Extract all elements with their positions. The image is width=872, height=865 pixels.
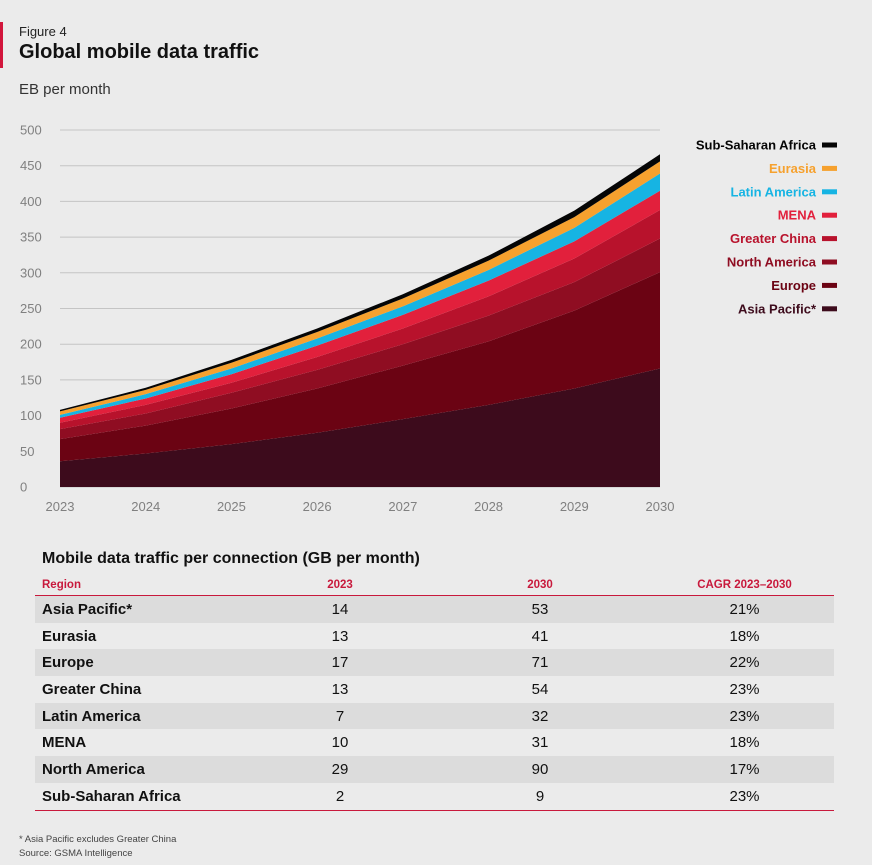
y-tick-label: 200 [20, 337, 42, 352]
x-axis-ticks: 2023 2024 2025 2026 2027 2028 2029 2030 [46, 499, 675, 514]
table-title: Mobile data traffic per connection (GB p… [42, 550, 420, 567]
cell-2023: 2 [255, 782, 425, 811]
y-tick-label: 50 [20, 444, 34, 459]
chart-areas [60, 154, 660, 487]
cell-region: Europe [35, 649, 255, 677]
y-tick-label: 250 [20, 301, 42, 316]
cell-cagr: 23% [729, 680, 760, 698]
chart-legend: Sub-Saharan Africa Eurasia Latin America ME… [696, 138, 837, 316]
cell-2030: 54 [531, 680, 549, 698]
source-note: Source: GSMA Intelligence [19, 848, 133, 859]
accent-bar [0, 22, 3, 68]
x-tick-label: 2025 [217, 499, 246, 514]
y-tick-label: 400 [20, 194, 42, 209]
y-tick-label: 300 [20, 265, 42, 280]
cell-region: Asia Pacific* [35, 595, 255, 623]
x-tick-label: 2030 [646, 499, 675, 514]
y-tick-label: 0 [20, 480, 27, 495]
legend-label: Asia Pacific* [738, 301, 817, 316]
table-row: MENA 10 31 18% [35, 729, 834, 756]
table-row: Greater China 13 54 23% [35, 676, 834, 703]
legend-swatch [822, 212, 837, 218]
cell-2023: 13 [331, 627, 349, 645]
legend-label: Sub-Saharan Africa [696, 138, 817, 153]
legend-label: MENA [778, 208, 817, 223]
legend-swatch [822, 165, 837, 171]
legend-label: Greater China [730, 231, 817, 246]
cell-2030: 71 [425, 649, 655, 677]
y-tick-label: 100 [20, 408, 42, 423]
cell-2030: 53 [425, 595, 655, 623]
cell-2023: 13 [331, 680, 349, 698]
cell-2023: 7 [255, 702, 425, 730]
legend-label: Eurasia [769, 161, 817, 176]
table-row: Latin America 7 32 23% [35, 702, 834, 730]
cell-cagr: 22% [655, 649, 834, 677]
legend-label: Europe [771, 278, 816, 293]
table-row: Sub-Saharan Africa 2 9 23% [35, 782, 834, 811]
cell-cagr: 18% [729, 627, 760, 645]
table-row: North America 29 90 17% [35, 756, 834, 783]
cell-region: Eurasia [42, 627, 97, 645]
cell-2030: 90 [425, 756, 655, 783]
cell-cagr: 21% [655, 595, 834, 623]
y-tick-label: 150 [20, 372, 42, 387]
table-row: Asia Pacific* 14 53 21% [35, 595, 834, 623]
header-2030: 2030 [425, 576, 655, 596]
footnote: * Asia Pacific excludes Greater China [19, 834, 177, 845]
cell-region: MENA [42, 734, 87, 752]
legend-swatch [822, 142, 837, 148]
cell-region: Sub-Saharan Africa [35, 782, 255, 811]
table-header-row: Region 2023 2030 CAGR 2023–2030 [35, 576, 834, 596]
legend-swatch [822, 236, 837, 242]
y-axis-ticks: 0 50 100 150 200 250 300 350 400 450 500 [20, 123, 42, 495]
cell-cagr: 23% [655, 702, 834, 730]
legend-swatch [822, 259, 837, 265]
x-tick-label: 2028 [474, 499, 503, 514]
x-tick-label: 2023 [46, 499, 75, 514]
cell-region: North America [35, 756, 255, 783]
area-europe [60, 272, 660, 462]
traffic-per-connection-table: Region 2023 2030 CAGR 2023–2030 Asia Pac… [35, 576, 834, 811]
cell-cagr: 23% [655, 782, 834, 811]
x-tick-label: 2029 [560, 499, 589, 514]
table-row: Eurasia 13 41 18% [35, 623, 834, 650]
cell-region: Greater China [42, 680, 142, 698]
cell-2023: 14 [255, 595, 425, 623]
legend-label: North America [727, 255, 817, 270]
figure-label: Figure 4 [19, 24, 67, 39]
cell-cagr: 17% [655, 756, 834, 783]
header-2023: 2023 [255, 576, 425, 596]
header-cagr: CAGR 2023–2030 [655, 576, 834, 596]
legend-label: Latin America [731, 184, 817, 199]
legend-swatch [822, 282, 837, 288]
cell-2023: 10 [331, 734, 349, 752]
y-tick-label: 350 [20, 230, 42, 245]
area-north-america [60, 238, 660, 440]
legend-swatch [822, 306, 837, 312]
figure-title: Global mobile data traffic [19, 41, 260, 63]
cell-2023: 29 [255, 756, 425, 783]
y-axis-unit-label: EB per month [19, 81, 111, 98]
x-tick-label: 2026 [303, 499, 332, 514]
y-tick-label: 450 [20, 158, 42, 173]
legend-swatch [822, 189, 837, 195]
cell-2030: 31 [531, 734, 549, 752]
cell-region: Latin America [35, 702, 255, 730]
header-region: Region [35, 576, 255, 596]
x-tick-label: 2027 [388, 499, 417, 514]
cell-2030: 32 [425, 702, 655, 730]
cell-2023: 17 [255, 649, 425, 677]
cell-2030: 41 [531, 627, 549, 645]
area-asia-pacific [60, 368, 660, 487]
cell-2030: 9 [425, 782, 655, 811]
table-row: Europe 17 71 22% [35, 649, 834, 677]
y-tick-label: 500 [20, 123, 42, 138]
cell-cagr: 18% [729, 734, 760, 752]
x-tick-label: 2024 [131, 499, 160, 514]
